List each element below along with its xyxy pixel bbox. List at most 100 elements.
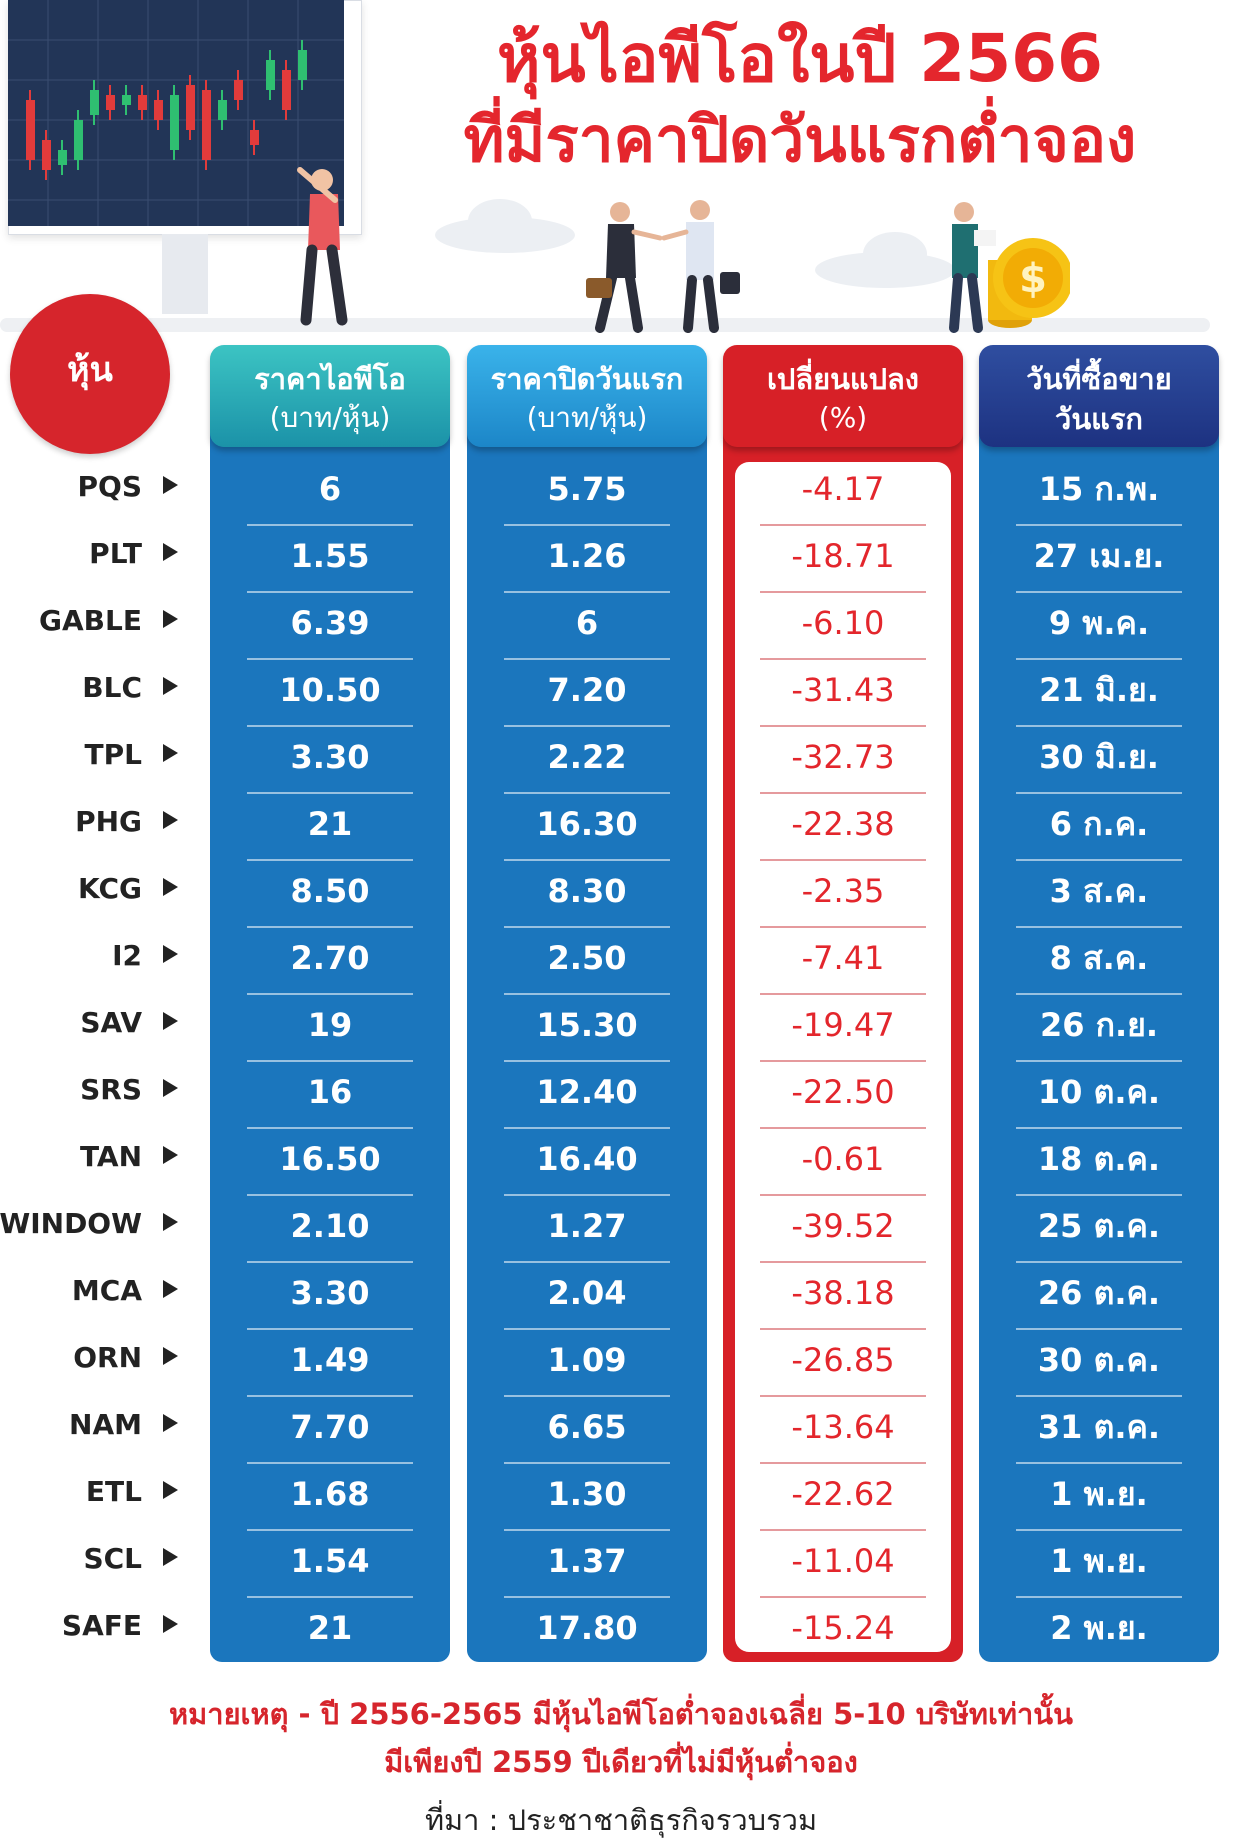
change-percent-value: -38.18 [791, 1274, 895, 1312]
cloud-icon [815, 232, 955, 288]
row-divider [504, 524, 670, 526]
header-close-price: ราคาปิดวันแรก (บาท/หุ้น) [467, 345, 707, 447]
table-row: PHG 21 16.30 -22.38 6 ก.ค. [0, 795, 1242, 862]
row-divider [760, 792, 926, 794]
row-arrow-icon [163, 1615, 178, 1633]
ipo-price-value: 1.68 [290, 1475, 370, 1513]
header-close-price-line1: ราคาปิดวันแรก [490, 362, 684, 396]
ipo-price-value: 1.54 [290, 1542, 370, 1580]
row-arrow-icon [163, 1347, 178, 1365]
row-arrow-icon [163, 878, 178, 896]
row-divider [247, 1529, 413, 1531]
row-divider [247, 1261, 413, 1263]
row-divider [504, 591, 670, 593]
table-row: WINDOW 2.10 1.27 -39.52 25 ต.ค. [0, 1197, 1242, 1264]
row-divider [247, 1060, 413, 1062]
first-trading-date: 25 ต.ค. [1037, 1207, 1161, 1245]
row-divider [247, 792, 413, 794]
stock-column-label: หุ้น [67, 350, 113, 390]
footnote-line-2: มีเพียงปี 2559 ปีเดียวที่ไม่มีหุ้นต่ำจอง [384, 1745, 858, 1779]
row-divider [504, 725, 670, 727]
change-percent-value: -22.62 [791, 1475, 895, 1513]
change-percent-value: -13.64 [791, 1408, 895, 1446]
row-divider [760, 1529, 926, 1531]
header-first-day-line1: วันที่ซื้อขาย [1026, 362, 1172, 396]
row-divider [1016, 926, 1182, 928]
header-close-price-line2: (บาท/หุ้น) [526, 401, 648, 434]
stock-column-badge: หุ้น [10, 294, 170, 454]
row-divider [1016, 1060, 1182, 1062]
close-price-value: 16.30 [536, 805, 638, 843]
candlestick-chart-graphic [8, 0, 344, 226]
row-arrow-icon [163, 476, 178, 494]
row-divider [1016, 1395, 1182, 1397]
row-divider [760, 591, 926, 593]
monitor-stand [162, 234, 208, 314]
close-price-value: 17.80 [536, 1609, 638, 1647]
ipo-price-value: 19 [307, 1006, 353, 1044]
change-panel [723, 400, 963, 1662]
handshake-illustration [586, 200, 740, 333]
first-trading-date: 30 ต.ค. [1037, 1341, 1161, 1379]
cloud-icon [435, 199, 575, 253]
stock-symbol: ETL [85, 1475, 142, 1508]
header-change: เปลี่ยนแปลง (%) [723, 345, 963, 447]
table-row: SAV 19 15.30 -19.47 26 ก.ย. [0, 996, 1242, 1063]
row-divider [760, 1194, 926, 1196]
close-price-value: 2.04 [547, 1274, 627, 1312]
row-divider [760, 1328, 926, 1330]
change-percent-value: -22.50 [791, 1073, 895, 1111]
footnote: หมายเหตุ - ปี 2556-2565 มีหุ้นไอพีโอต่ำจ… [0, 1690, 1242, 1786]
investor-with-coins-illustration: $ [949, 202, 1070, 333]
row-arrow-icon [163, 1481, 178, 1499]
source-credit: ที่มา : ประชาชาติธุรกิจรวบรวม [424, 1803, 818, 1837]
row-arrow-icon [163, 1079, 178, 1097]
row-divider [760, 1060, 926, 1062]
change-percent-value: -11.04 [791, 1542, 895, 1580]
stock-symbol: WINDOW [0, 1207, 142, 1240]
row-divider [504, 926, 670, 928]
first-trading-date: 2 พ.ย. [1050, 1609, 1148, 1647]
row-divider [1016, 725, 1182, 727]
stock-symbol: ORN [73, 1341, 142, 1374]
change-percent-value: -0.61 [801, 1140, 885, 1178]
row-arrow-icon [163, 945, 178, 963]
change-percent-value: -26.85 [791, 1341, 895, 1379]
stock-symbol: BLC [82, 671, 142, 704]
row-divider [1016, 859, 1182, 861]
row-arrow-icon [163, 1146, 178, 1164]
first-trading-date: 27 เม.ย. [1033, 537, 1165, 575]
stock-symbol: GABLE [39, 604, 142, 637]
row-divider [247, 591, 413, 593]
row-divider [760, 859, 926, 861]
row-divider [760, 1462, 926, 1464]
close-price-value: 1.09 [547, 1341, 627, 1379]
row-divider [1016, 993, 1182, 995]
ipo-price-value: 7.70 [290, 1408, 370, 1446]
table-row: TAN 16.50 16.40 -0.61 18 ต.ค. [0, 1130, 1242, 1197]
row-divider [247, 524, 413, 526]
row-divider [760, 524, 926, 526]
first-trading-date: 8 ส.ค. [1049, 939, 1149, 977]
first-trading-date: 30 มิ.ย. [1039, 738, 1159, 776]
header-first-day: วันที่ซื้อขาย วันแรก [979, 345, 1219, 447]
ipo-price-value: 8.50 [290, 872, 370, 910]
stock-symbol: I2 [112, 939, 142, 972]
ipo-price-value: 2.70 [290, 939, 370, 977]
ipo-price-value: 6.39 [290, 604, 370, 642]
stock-symbol: TAN [79, 1140, 142, 1173]
close-price-value: 1.27 [547, 1207, 627, 1245]
row-divider [504, 1060, 670, 1062]
close-price-value: 5.75 [547, 470, 627, 508]
stock-symbol: PHG [75, 805, 142, 838]
first-trading-date: 21 มิ.ย. [1039, 671, 1159, 709]
row-divider [247, 1194, 413, 1196]
row-arrow-icon [163, 1012, 178, 1030]
row-divider [247, 926, 413, 928]
header-change-line2: (%) [818, 401, 868, 434]
table-row: SRS 16 12.40 -22.50 10 ต.ค. [0, 1063, 1242, 1130]
row-arrow-icon [163, 811, 178, 829]
row-divider [247, 1462, 413, 1464]
table-row: SAFE 21 17.80 -15.24 2 พ.ย. [0, 1599, 1242, 1666]
change-percent-value: -15.24 [791, 1609, 895, 1647]
